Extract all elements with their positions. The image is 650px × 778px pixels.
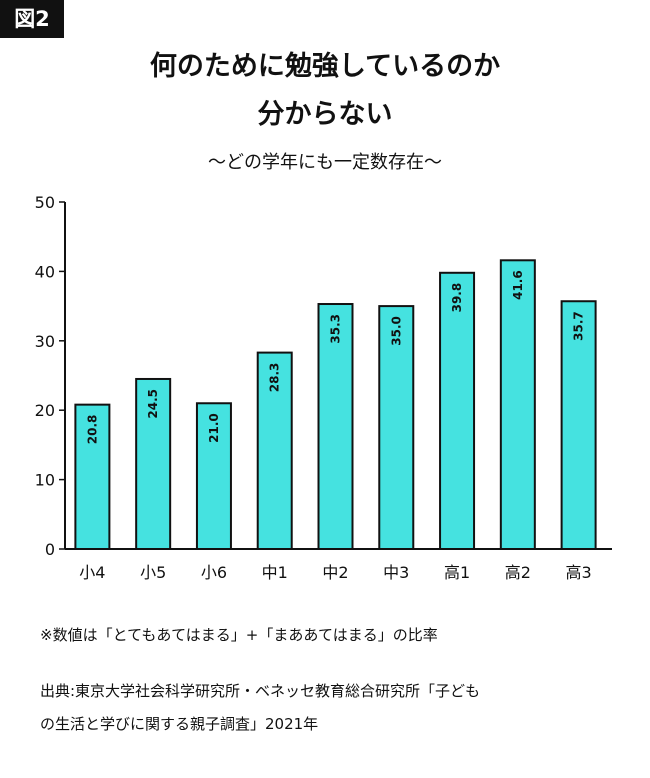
figure-badge: 図2 <box>0 0 64 38</box>
footnote: ※数値は「とてもあてはまる」+「まああてはまる」の比率 <box>40 626 438 644</box>
bar <box>378 305 415 550</box>
y-tick-label: 50 <box>35 193 55 212</box>
source-line2: の生活と学びに関する親子調査」2021年 <box>40 715 319 733</box>
bar-value-label: 28.3 <box>268 363 282 393</box>
bar <box>499 259 536 550</box>
category-label: 中2 <box>322 563 348 582</box>
chart-title-line1: 何のために勉強しているのか <box>149 51 501 82</box>
category-label: 中3 <box>383 563 409 582</box>
bar <box>317 303 354 550</box>
bar <box>195 402 232 551</box>
bar <box>135 377 172 550</box>
bar-value-label: 24.5 <box>146 389 160 419</box>
bar-value-label: 41.6 <box>511 270 525 300</box>
category-label: 高2 <box>505 563 531 582</box>
bar-value-label: 35.7 <box>572 311 586 341</box>
bar-value-label: 20.8 <box>85 415 99 445</box>
category-label: 小6 <box>201 563 227 582</box>
y-tick-label: 20 <box>35 401 55 420</box>
category-label: 中1 <box>262 563 288 582</box>
bar-value-label: 21.0 <box>207 413 221 443</box>
y-tick-label: 0 <box>45 540 55 559</box>
bar <box>74 403 111 551</box>
chart-subtitle: 〜どの学年にも一定数存在〜 <box>208 152 442 173</box>
bar-value-label: 35.3 <box>329 314 343 344</box>
bar-value-label: 35.0 <box>389 316 403 346</box>
category-label: 小4 <box>79 563 105 582</box>
bar-value-label: 39.8 <box>450 283 464 313</box>
bar <box>439 271 476 550</box>
category-label: 高3 <box>566 563 592 582</box>
bar <box>560 300 597 550</box>
source-line1: 出典:東京大学社会科学研究所・ベネッセ教育総合研究所「子ども <box>40 682 481 700</box>
y-tick-label: 40 <box>35 262 55 281</box>
y-tick-label: 10 <box>35 471 55 490</box>
bar-chart: 0 10 20 30 40 50 20.8 小4 24.5 小5 21.0 小6 28.3 中1 35.3 中… <box>35 193 612 582</box>
y-tick-label: 30 <box>35 332 55 351</box>
bar <box>256 351 293 550</box>
chart-title-line2: 分からない <box>257 99 393 130</box>
category-label: 高1 <box>444 563 470 582</box>
category-label: 小5 <box>140 563 166 582</box>
